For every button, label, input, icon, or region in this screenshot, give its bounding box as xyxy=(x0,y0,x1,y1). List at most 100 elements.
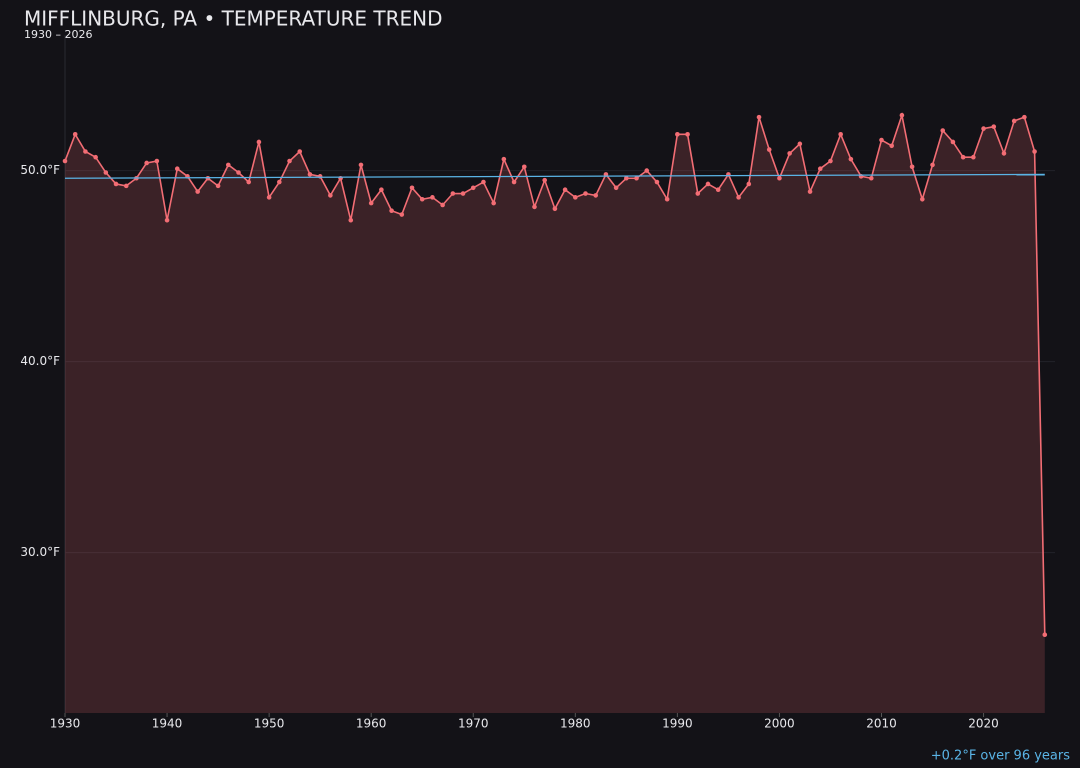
point xyxy=(215,183,221,189)
point xyxy=(1032,149,1037,154)
x-tick-label: 1990 xyxy=(662,717,693,731)
point xyxy=(358,162,364,168)
point xyxy=(787,151,792,156)
point xyxy=(83,149,88,154)
point xyxy=(266,195,272,200)
point xyxy=(246,179,252,185)
point xyxy=(695,191,701,196)
point xyxy=(675,132,680,137)
point xyxy=(62,158,68,164)
point xyxy=(236,170,241,175)
point xyxy=(889,143,895,149)
point xyxy=(920,196,925,202)
point xyxy=(154,158,160,164)
point xyxy=(542,177,547,183)
point xyxy=(868,175,874,181)
point xyxy=(960,154,966,160)
point xyxy=(399,212,405,217)
y-tick-label: 50.0°F xyxy=(20,163,60,177)
point xyxy=(491,200,496,206)
point xyxy=(552,206,558,212)
point xyxy=(766,147,772,152)
point xyxy=(430,195,435,200)
point xyxy=(419,196,425,202)
trend-annotation: +0.2°F over 96 years xyxy=(931,749,1070,764)
y-tick-label: 40.0°F xyxy=(20,354,60,368)
point xyxy=(297,149,303,154)
point xyxy=(981,126,986,131)
point xyxy=(756,114,762,120)
point xyxy=(440,202,445,208)
x-tick-label: 1960 xyxy=(356,717,387,731)
point xyxy=(654,179,660,185)
point xyxy=(685,132,690,137)
point xyxy=(174,166,180,171)
point xyxy=(287,158,292,164)
point xyxy=(72,132,78,137)
x-tick-label: 1930 xyxy=(50,717,81,731)
point xyxy=(256,139,262,145)
x-tick-label: 2020 xyxy=(968,717,999,731)
point xyxy=(879,137,884,143)
point xyxy=(532,204,537,210)
point xyxy=(848,156,854,162)
x-tick-label: 1970 xyxy=(458,717,489,731)
point xyxy=(634,175,639,181)
point xyxy=(807,189,813,194)
point xyxy=(817,166,823,171)
chart-subtitle: 1930 – 2026 xyxy=(24,28,92,41)
point xyxy=(501,156,507,162)
point xyxy=(562,187,568,192)
point xyxy=(195,189,200,194)
point xyxy=(1042,632,1048,637)
point xyxy=(1011,118,1017,124)
point xyxy=(777,175,782,181)
point xyxy=(164,217,170,223)
point xyxy=(909,164,915,170)
chart-title: MIFFLINBURG, PA • TEMPERATURE TREND xyxy=(24,7,443,31)
point xyxy=(144,160,149,166)
point xyxy=(624,175,629,181)
point xyxy=(93,154,98,160)
point xyxy=(736,195,741,200)
point xyxy=(838,132,843,137)
x-tick-label: 1950 xyxy=(254,717,285,731)
point xyxy=(348,217,354,223)
point xyxy=(511,179,517,185)
point xyxy=(113,181,119,187)
point xyxy=(940,128,946,133)
point xyxy=(583,191,588,196)
point xyxy=(328,193,333,198)
x-tick-label: 1940 xyxy=(152,717,183,731)
point xyxy=(123,183,129,189)
point xyxy=(797,141,803,147)
point xyxy=(950,139,956,145)
point xyxy=(1001,151,1007,156)
point xyxy=(664,196,670,202)
point xyxy=(613,185,619,191)
point xyxy=(481,179,486,185)
point xyxy=(470,185,476,191)
point xyxy=(746,181,752,187)
point xyxy=(225,162,231,168)
area xyxy=(65,115,1045,713)
point xyxy=(971,154,976,160)
point xyxy=(828,158,833,164)
x-tick-label: 2000 xyxy=(764,717,795,731)
point xyxy=(1022,114,1027,120)
point xyxy=(307,172,313,177)
point xyxy=(317,174,323,179)
point xyxy=(409,185,415,191)
point xyxy=(368,200,374,206)
point xyxy=(460,191,466,196)
point xyxy=(705,181,711,187)
trend-line xyxy=(64,173,1045,179)
point xyxy=(991,124,997,129)
point xyxy=(644,168,650,173)
point xyxy=(277,179,282,185)
point xyxy=(521,164,527,170)
point xyxy=(103,170,109,175)
point xyxy=(573,195,578,200)
point xyxy=(899,112,905,118)
